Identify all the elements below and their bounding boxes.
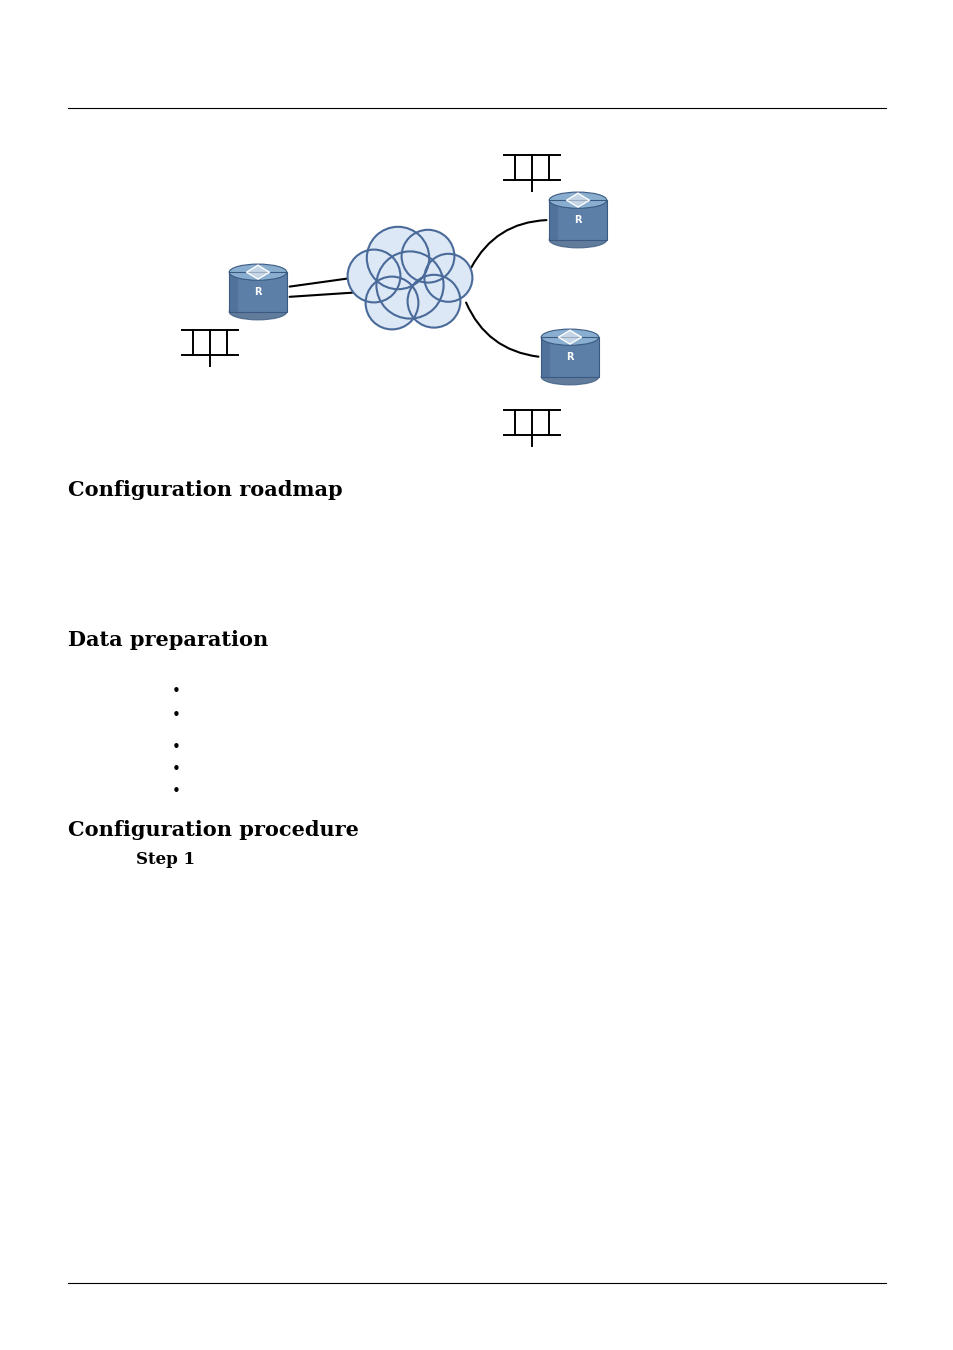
Text: •: • bbox=[172, 709, 180, 724]
Text: Configuration procedure: Configuration procedure bbox=[68, 819, 358, 840]
Ellipse shape bbox=[549, 232, 606, 248]
Text: •: • bbox=[172, 741, 180, 756]
Circle shape bbox=[424, 254, 472, 302]
Circle shape bbox=[376, 251, 443, 319]
Text: R: R bbox=[254, 288, 261, 297]
Circle shape bbox=[347, 250, 400, 302]
Polygon shape bbox=[566, 193, 589, 207]
Circle shape bbox=[366, 227, 429, 289]
Polygon shape bbox=[246, 266, 270, 279]
Text: Step 1: Step 1 bbox=[136, 852, 194, 868]
Text: •: • bbox=[172, 763, 180, 778]
Polygon shape bbox=[558, 331, 581, 344]
Ellipse shape bbox=[549, 192, 606, 208]
Circle shape bbox=[365, 277, 418, 329]
FancyBboxPatch shape bbox=[540, 338, 549, 377]
FancyBboxPatch shape bbox=[229, 273, 237, 312]
FancyBboxPatch shape bbox=[549, 200, 606, 240]
FancyBboxPatch shape bbox=[540, 338, 598, 377]
FancyBboxPatch shape bbox=[549, 200, 558, 240]
Text: R: R bbox=[566, 352, 573, 362]
Ellipse shape bbox=[229, 304, 287, 320]
Ellipse shape bbox=[540, 369, 598, 385]
FancyBboxPatch shape bbox=[229, 273, 287, 312]
Circle shape bbox=[407, 275, 460, 328]
Text: Configuration roadmap: Configuration roadmap bbox=[68, 481, 342, 500]
Text: Data preparation: Data preparation bbox=[68, 630, 268, 649]
Text: •: • bbox=[172, 784, 180, 799]
Text: •: • bbox=[172, 684, 180, 699]
Circle shape bbox=[401, 230, 454, 282]
Text: R: R bbox=[574, 215, 581, 225]
Ellipse shape bbox=[229, 265, 287, 281]
Ellipse shape bbox=[540, 329, 598, 346]
